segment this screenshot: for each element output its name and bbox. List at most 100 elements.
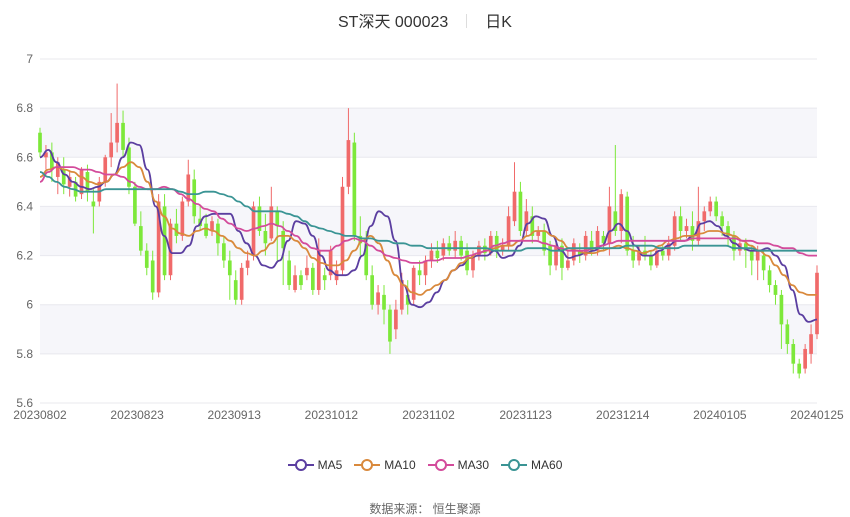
candle-body — [50, 152, 54, 170]
candle-body — [293, 275, 297, 290]
candle-body — [815, 272, 819, 335]
candle-body — [239, 267, 244, 300]
x-tick-label: 20231123 — [499, 408, 552, 422]
candle-body — [655, 250, 659, 266]
candle-body — [245, 260, 250, 268]
candle-body — [316, 250, 321, 290]
candle-body — [61, 169, 66, 185]
candle-body — [524, 211, 529, 231]
series-line-ma10 — [39, 161, 817, 296]
candle-body — [483, 245, 487, 254]
candle-body — [55, 162, 60, 177]
candle-body — [809, 334, 813, 354]
grid-band — [40, 108, 817, 158]
candle-body — [38, 132, 42, 153]
candle-body — [560, 245, 564, 268]
y-tick-label: 6.6 — [16, 150, 33, 164]
x-tick-label: 20240105 — [693, 408, 747, 422]
candle-body — [666, 243, 671, 256]
candle-body — [601, 235, 606, 244]
x-tick-label: 20240125 — [790, 408, 844, 422]
candle-body — [150, 260, 155, 293]
candle-body — [471, 255, 475, 271]
candle-body — [678, 216, 683, 231]
candle-body — [115, 122, 119, 143]
candle-body — [477, 245, 481, 256]
candle-body — [210, 221, 214, 231]
series-line-ma60 — [39, 171, 817, 252]
candle-body — [281, 231, 286, 249]
candle-body — [251, 206, 256, 256]
legend: MA5 MA10 MA30 MA60 — [0, 458, 850, 475]
candle-body — [583, 235, 588, 256]
candle-body — [554, 245, 558, 266]
candle-body — [779, 294, 784, 325]
candle-body — [743, 243, 748, 251]
candle-body — [405, 294, 410, 305]
y-tick-label: 5.6 — [16, 396, 33, 410]
candle-body — [690, 226, 695, 241]
candle-body — [127, 147, 131, 187]
candle-body — [269, 206, 274, 239]
x-tick-label: 20230802 — [13, 408, 67, 422]
candle-body — [488, 235, 493, 254]
title-separator — [466, 14, 468, 28]
legend-item-ma60[interactable]: MA60 — [501, 458, 562, 472]
x-tick-label: 20231214 — [596, 408, 650, 422]
legend-item-ma10[interactable]: MA10 — [354, 458, 416, 472]
legend-item-ma30[interactable]: MA30 — [427, 458, 489, 472]
candle-body — [749, 250, 754, 261]
candle-body — [494, 235, 499, 251]
candle-body — [684, 226, 689, 231]
candle-body — [637, 250, 641, 261]
grid-band — [40, 304, 817, 354]
candle-body — [702, 211, 707, 222]
candle-body — [423, 260, 428, 276]
legend-marker-icon — [354, 459, 381, 471]
candle-body — [548, 245, 552, 266]
legend-label: MA60 — [531, 458, 563, 472]
candle-body — [447, 243, 452, 251]
candle-body — [222, 243, 226, 261]
candle-body — [429, 250, 434, 261]
x-tick-label: 20231102 — [402, 408, 455, 422]
candle-body — [619, 194, 624, 231]
source-label: 数据来源： — [369, 502, 430, 516]
candle-body — [714, 201, 719, 217]
candle-body — [785, 324, 790, 345]
legend-label: MA10 — [384, 458, 416, 472]
candle-body — [103, 157, 108, 182]
candle-body — [109, 142, 114, 158]
candle-body — [263, 231, 268, 244]
candle-body — [204, 223, 208, 236]
legend-item-ma5[interactable]: MA5 — [287, 458, 342, 472]
chart-title: ST深天 000023 日K — [0, 8, 850, 32]
candle-body — [192, 179, 197, 217]
candle-body — [364, 243, 369, 276]
y-tick-label: 6.4 — [16, 199, 33, 213]
candle-body — [708, 201, 713, 212]
candle-body — [542, 231, 546, 251]
candle-body — [761, 255, 766, 271]
candle-body — [340, 186, 345, 271]
source-name: 恒生聚源 — [432, 502, 481, 516]
candle-body — [649, 255, 653, 266]
candle-body — [144, 250, 149, 268]
candle-body — [672, 216, 677, 246]
candle-body — [411, 267, 416, 300]
candle-body — [394, 309, 398, 330]
candle-body — [500, 245, 505, 251]
candle-body — [133, 186, 137, 224]
candle-body — [299, 275, 303, 286]
candle-body — [370, 275, 374, 305]
candle-body — [311, 267, 315, 290]
x-tick-label: 20231012 — [305, 408, 359, 422]
y-tick-label: 6 — [26, 298, 33, 312]
candle-body — [726, 226, 730, 236]
candle-body — [162, 206, 167, 276]
candle-body — [156, 201, 161, 293]
legend-marker-icon — [287, 459, 314, 471]
candle-body — [791, 344, 796, 364]
candle-body — [512, 191, 517, 222]
candle-body — [803, 348, 807, 369]
